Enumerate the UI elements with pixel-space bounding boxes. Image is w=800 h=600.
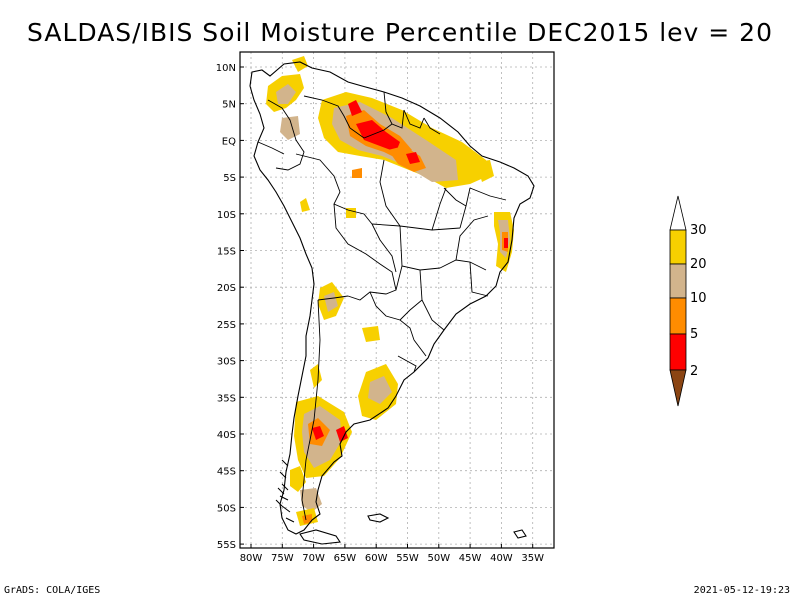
lon-tick-label: 50W	[427, 553, 450, 564]
lon-tick-label: 55W	[396, 553, 419, 564]
lon-tick-label: 45W	[459, 553, 482, 564]
map-title: SALDAS/IBIS Soil Moisture Percentile DEC…	[27, 18, 773, 47]
legend-label-10: 10	[690, 291, 707, 306]
lat-tick-label: 10S	[217, 210, 236, 221]
country-borders	[257, 91, 507, 521]
lat-tick-label: 50S	[217, 503, 236, 514]
border-french-guiana	[423, 117, 441, 135]
border-paraguay	[369, 291, 415, 341]
tierra-del-fuego	[299, 529, 341, 545]
legend-label-30: 30	[690, 223, 707, 238]
lat-tick-label: 35S	[217, 393, 236, 404]
legend-above-30	[669, 195, 687, 231]
percentile-shading	[266, 56, 514, 526]
legend-5-10	[669, 297, 687, 335]
border-venezuela	[303, 95, 351, 129]
lon-tick-label: 70W	[302, 553, 325, 564]
lat-tick-label: 40S	[217, 430, 236, 441]
border-uruguay	[397, 355, 417, 373]
lon-tick-label: 35W	[521, 553, 544, 564]
legend-20-30	[669, 229, 687, 265]
chile-archipelago	[275, 459, 295, 523]
lon-tick-label: 75W	[271, 553, 294, 564]
lon-tick-label: 80W	[240, 553, 263, 564]
border-bolivia	[333, 203, 397, 301]
border-bolivia-brazil	[371, 223, 397, 273]
lat-tick-label: 30S	[217, 357, 236, 368]
footer-timestamp: 2021-05-12-19:23	[693, 585, 790, 596]
border-peru-brazil	[295, 153, 373, 225]
lat-tick-label: 45S	[217, 467, 236, 478]
falkland-islands	[367, 513, 390, 523]
border-suriname	[403, 109, 425, 129]
lat-tick-label: 10N	[216, 63, 236, 74]
border-brazil-north	[349, 123, 393, 139]
legend-10-20	[669, 263, 687, 299]
lat-tick-label: 55S	[217, 540, 236, 551]
legend-label-2: 2	[690, 364, 698, 379]
continent-outline	[249, 61, 535, 535]
lat-tick-label: 5N	[222, 100, 236, 111]
lat-tick-label: 15S	[217, 247, 236, 258]
legend: 30 20 10 5 2	[669, 195, 707, 407]
lat-tick-label: EQ	[222, 136, 236, 147]
border-ecuador	[257, 141, 285, 155]
border-argentina-bolivia	[317, 295, 349, 301]
lon-tick-label: 65W	[334, 553, 357, 564]
legend-2-5	[669, 333, 687, 371]
longitude-ticks: 80W 75W 70W 65W 60W 55W 50W 45W 40W 35W	[240, 544, 544, 564]
legend-below-2	[669, 369, 687, 407]
lat-tick-label: 5S	[223, 173, 236, 184]
lat-tick-label: 20S	[217, 283, 236, 294]
border-colombia	[267, 99, 305, 171]
border-chile-argentina	[301, 299, 321, 521]
lat-tick-label: 25S	[217, 320, 236, 331]
brazil-states	[371, 159, 507, 331]
coastlines	[249, 61, 535, 545]
lon-tick-label: 60W	[365, 553, 388, 564]
map-frame	[239, 51, 555, 549]
legend-label-5: 5	[690, 327, 698, 342]
latitude-ticks: 10N 5N EQ 5S 10S 15S 20S 25S 30S 35S 40S 45S 50S 55S	[216, 63, 244, 551]
footer-grads-credit: GrADS: COLA/IGES	[4, 585, 101, 596]
legend-label-20: 20	[690, 257, 707, 272]
lon-tick-label: 40W	[490, 553, 513, 564]
border-argentina-brazil	[413, 339, 427, 357]
